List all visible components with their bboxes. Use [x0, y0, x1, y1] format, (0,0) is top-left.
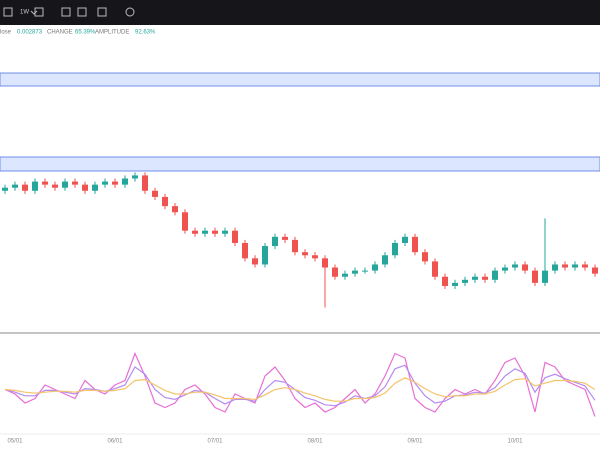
candle-body	[532, 270, 538, 283]
candle-body	[12, 184, 18, 188]
candle-body	[152, 190, 158, 197]
oscillator-line	[4, 377, 596, 402]
icon-button[interactable]	[34, 7, 44, 17]
icon-button[interactable]	[125, 7, 135, 17]
candle-body	[452, 282, 458, 286]
oscillator-line	[4, 351, 596, 417]
candle-body	[342, 273, 348, 277]
x-tick-label: 06/01	[107, 439, 123, 445]
x-tick-label: 05/01	[7, 439, 23, 445]
candle-body	[352, 270, 358, 274]
candle-body	[392, 242, 398, 256]
candle-body	[62, 181, 68, 188]
toolbar	[0, 0, 600, 25]
x-tick-label: 10/01	[507, 439, 523, 445]
x-tick-label: 08/01	[307, 439, 323, 445]
candle-body	[252, 258, 258, 265]
candle-body	[372, 264, 378, 271]
candle-body	[582, 264, 588, 268]
x-tick-label: 09/01	[407, 439, 423, 445]
candle-body	[92, 184, 98, 191]
icon-button[interactable]	[3, 7, 13, 17]
candle-body	[512, 264, 518, 268]
icon-button[interactable]	[97, 7, 107, 17]
candle-body	[192, 230, 198, 234]
zone-band	[0, 156, 600, 172]
candle-body	[472, 276, 478, 280]
candle-body	[22, 184, 28, 191]
candle-body	[72, 181, 78, 185]
amplitude-label: AMPLITUDE	[95, 30, 129, 36]
candle-body	[232, 230, 238, 243]
candle-body	[492, 270, 498, 280]
candle-body	[482, 276, 488, 280]
candle-body	[362, 270, 368, 272]
candle-body	[282, 236, 288, 240]
candle-body	[572, 264, 578, 268]
candle-body	[222, 230, 228, 234]
candle-body	[552, 264, 558, 271]
candle-body	[132, 175, 138, 179]
candle-body	[182, 212, 188, 231]
candle-body	[42, 181, 48, 185]
candle-body	[202, 230, 208, 234]
candle-body	[162, 196, 168, 207]
candle-body	[422, 252, 428, 262]
candle-body	[402, 236, 408, 243]
candle-body	[272, 236, 278, 247]
candle-body	[562, 264, 568, 268]
change-label: CHANGE	[47, 30, 73, 36]
candle-body	[442, 276, 448, 286]
candle-body	[502, 267, 508, 271]
candle-body	[462, 279, 468, 283]
change-value: 65.39%	[75, 30, 96, 36]
candle-body	[522, 264, 528, 271]
candle-body	[312, 255, 318, 259]
close-value: 0.002873	[17, 30, 43, 36]
close-label: lose	[0, 30, 12, 36]
candle-body	[112, 181, 118, 185]
candle-body	[142, 175, 148, 191]
candle-body	[302, 252, 308, 256]
candle-body	[542, 270, 548, 283]
x-tick-label: 07/01	[207, 439, 223, 445]
oscillator-line	[4, 364, 596, 407]
zone-band	[0, 72, 600, 87]
icon-button[interactable]	[77, 7, 87, 17]
candle-body	[102, 181, 108, 185]
candle-body	[52, 184, 58, 188]
candle-body	[122, 178, 128, 185]
candle-body	[32, 181, 38, 191]
dropdown-arrow[interactable]	[30, 10, 38, 15]
candle-body	[2, 187, 8, 191]
candle-body	[212, 230, 218, 234]
candle-body	[322, 258, 328, 268]
candle-body	[592, 267, 598, 274]
amplitude-value: 92.63%	[135, 30, 156, 36]
candle-body	[432, 261, 438, 277]
candle-body	[292, 239, 298, 253]
icon-button[interactable]	[61, 7, 71, 17]
candle-body	[262, 246, 268, 265]
candle-body	[172, 206, 178, 213]
candle-body	[242, 242, 248, 259]
candle-body	[412, 236, 418, 253]
candle-body	[332, 267, 338, 277]
candle-body	[382, 255, 388, 265]
candle-body	[82, 184, 88, 191]
interval[interactable]: 1W	[20, 10, 29, 16]
